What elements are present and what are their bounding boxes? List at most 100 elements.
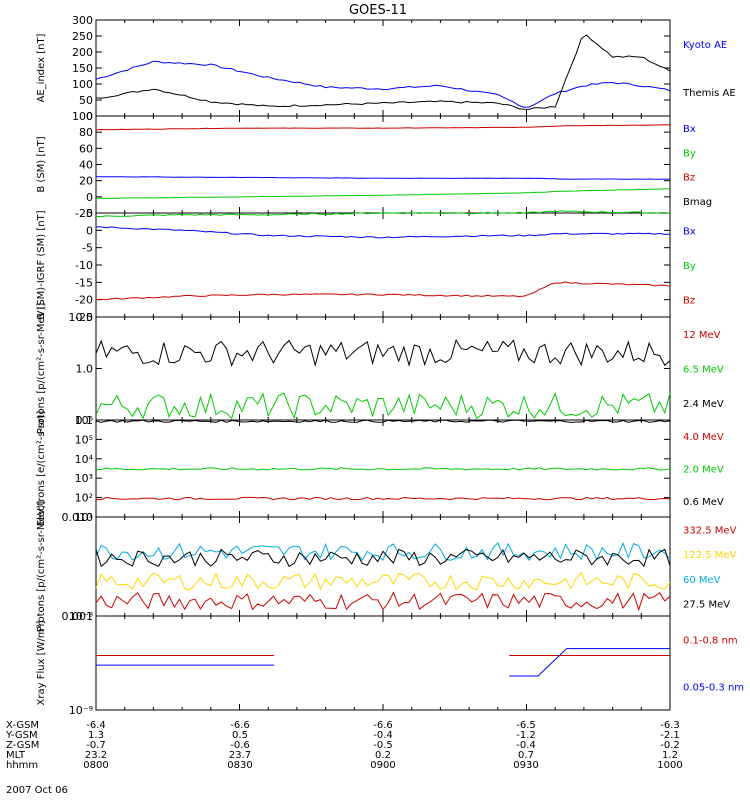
y-tick-label: 20 — [79, 175, 93, 188]
y-tick-label: 10¹ — [75, 511, 93, 524]
y-tick-label: 300 — [72, 14, 93, 27]
series-line — [95, 591, 671, 612]
legend-122-5-mev: 122.5 MeV — [683, 550, 737, 561]
legend-4-0-mev: 4.0 MeV — [683, 432, 724, 443]
footer-cell: -6.3 — [660, 720, 680, 731]
series-line — [95, 34, 671, 110]
y-axis-label: Xray Flux [W/m²] — [36, 620, 47, 705]
footer-cell: 0900 — [370, 760, 395, 771]
footer-cell: -0.2 — [660, 740, 680, 751]
footer-cell: -0.6 — [230, 740, 250, 751]
chart-title: GOES-11 — [349, 3, 407, 18]
date-label: 2007 Oct 06 — [6, 785, 68, 796]
y-axis-label: Protons [p/(cm²-s-sr-MeV)] — [36, 501, 47, 633]
y-tick-label: 150 — [72, 62, 93, 75]
footer-row-label: Z-GSM — [6, 740, 39, 751]
legend-332-5-mev: 332.5 MeV — [683, 525, 737, 536]
panel-frame — [95, 316, 671, 421]
y-axis-label: Electrons [e/(cm²-s-sr)] — [36, 411, 47, 527]
series-line — [96, 467, 671, 471]
y-axis-label: Protons [p/(cm²-s-sr-MeV)] — [36, 303, 47, 435]
y-tick-label: 10³ — [75, 472, 93, 485]
legend-27-5-mev: 27.5 MeV — [683, 600, 730, 611]
y-axis-label: AE_index [nT] — [36, 33, 47, 102]
footer-cell: 1.3 — [88, 730, 104, 741]
y-tick-label: 100 — [72, 110, 93, 123]
y-tick-label: 10⁶ — [75, 414, 94, 427]
legend-bmag: Bmag — [683, 197, 712, 208]
y-tick-label: -20 — [75, 294, 93, 307]
y-axis-label: B (SM)-IGRF (SM) [nT] — [36, 210, 47, 319]
footer-cell: 0.5 — [232, 730, 248, 741]
legend-2-0-mev: 2.0 MeV — [683, 465, 724, 476]
legend-themis-ae: Themis AE — [682, 88, 736, 99]
footer-cell: 0930 — [513, 760, 538, 771]
footer-cell: -0.7 — [86, 740, 106, 751]
legend-bz: Bz — [683, 296, 695, 307]
footer-cell: 23.7 — [229, 750, 251, 761]
series-line — [509, 648, 670, 677]
legend-0-05-0-3-nm: 0.05-0.3 nm — [683, 683, 744, 694]
footer-row-label: hhmm — [6, 760, 38, 771]
y-tick-label: 10.0 — [69, 311, 94, 324]
footer-cell: -6.4 — [86, 720, 106, 731]
panel-5: 10⁶ 10⁵ 10⁴ 10³ 10² 10¹ Electrons [e/(cm²-s-sr… — [36, 411, 724, 527]
series-line — [95, 60, 671, 108]
panel-2: 100 80 60 40 20 0 -20 B (SM) [nT] Bx By Bz Bmag — [36, 110, 712, 220]
y-tick-label: 0 — [86, 110, 93, 123]
y-tick-label: 0 — [86, 224, 93, 237]
y-tick-label: 0.001 — [62, 610, 94, 623]
footer-cell: -2.1 — [660, 730, 680, 741]
series-line — [96, 176, 670, 180]
legend-6-5-mev: 6.5 MeV — [683, 365, 724, 376]
series-line — [95, 281, 671, 301]
series-line — [95, 188, 671, 199]
y-tick-label: 10² — [75, 492, 93, 505]
panel-1: 300 250 200 150 100 50 0 AE_index [nT] Kyoto AE T… — [36, 14, 736, 123]
footer-row-label: MLT — [6, 750, 26, 761]
y-tick-label: 0 — [86, 191, 93, 204]
footer-cell: 0.2 — [375, 750, 391, 761]
series-line — [95, 548, 671, 568]
legend-kyoto-ae: Kyoto AE — [683, 40, 727, 51]
panel-4: 10.0 1.0 0.1 Protons [p/(cm²-s-sr-MeV)] 12 M… — [36, 303, 724, 435]
footer-cell: -1.2 — [516, 730, 536, 741]
footer-row-label: X-GSM — [6, 720, 39, 731]
series-line — [95, 210, 671, 218]
y-tick-label: -25 — [75, 311, 93, 324]
series-line — [95, 572, 671, 591]
y-tick-label: -20 — [75, 207, 93, 220]
footer-cell: -0.4 — [373, 730, 393, 741]
footer-cell: 1000 — [657, 760, 682, 771]
panel-7: 10⁻⁸ 10⁻⁹ Xray Flux [W/m²] 0.1-0.8 nm 0.05-0… — [36, 610, 744, 717]
legend-0-1-0-8-nm: 0.1-0.8 nm — [683, 636, 738, 647]
panel-frame — [95, 115, 671, 214]
legend-0-6-mev: 0.6 MeV — [683, 497, 724, 508]
panel-frame — [95, 212, 671, 318]
y-tick-label: 0.010 — [62, 511, 94, 524]
series-line — [96, 226, 671, 239]
y-tick-label: 1.0 — [76, 363, 94, 376]
legend-bx: Bx — [683, 124, 696, 135]
panel-frame — [95, 19, 671, 117]
y-tick-label: -15 — [75, 276, 93, 289]
y-tick-label: 10⁻⁸ — [69, 610, 94, 623]
series-line — [96, 496, 671, 501]
y-tick-label: 40 — [79, 159, 93, 172]
series-line — [95, 392, 671, 420]
series-line — [95, 124, 671, 131]
footer-cell: 0.7 — [518, 750, 534, 761]
y-tick-label: 60 — [79, 142, 93, 155]
y-tick-label: 100 — [72, 78, 93, 91]
legend-60-mev: 60 MeV — [683, 575, 721, 586]
legend-12-mev: 12 MeV — [683, 330, 721, 341]
y-tick-label: 10⁵ — [75, 433, 93, 446]
legend-by: By — [683, 148, 696, 159]
y-axis-label: B (SM) [nT] — [36, 136, 47, 192]
series-line — [95, 338, 671, 368]
panel-3: 5 0 -5 -10 -15 -20 -25 B (SM)-IGRF (SM) [nT] Bx B… — [36, 207, 696, 324]
footer-cell: 0830 — [227, 760, 252, 771]
